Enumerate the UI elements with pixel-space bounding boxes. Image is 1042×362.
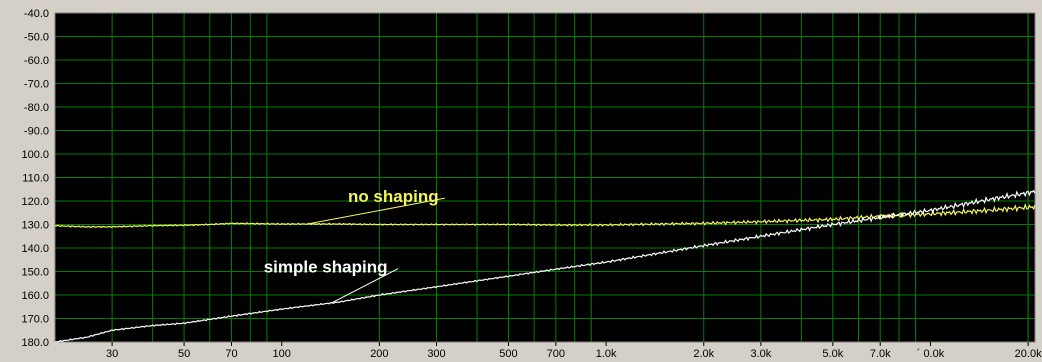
x-tick-label: 700 [547, 348, 565, 360]
x-tick-label: 70 [225, 348, 237, 360]
y-tick-label: 100.0 [21, 149, 49, 161]
y-tick-label: 130.0 [21, 220, 49, 232]
y-tick-label: 170.0 [21, 314, 49, 326]
series-line-simple-shaping [54, 189, 1036, 343]
series-line-no-shaping [54, 202, 1036, 229]
annotations: no shaping simple shaping [264, 187, 446, 304]
x-tick-label: 300 [427, 348, 445, 360]
x-tick-label: 30 [106, 348, 118, 360]
y-tick-label: -90.0 [24, 126, 49, 138]
x-tick-label: 1.0k [596, 348, 617, 360]
x-tick-label: 20.0k [1015, 348, 1042, 360]
plot-border [54, 12, 1036, 343]
y-tick-label: -80.0 [24, 102, 49, 114]
y-tick-label: 140.0 [21, 243, 49, 255]
y-tick-label: -50.0 [24, 32, 49, 44]
x-tick-label: 5.0k [822, 348, 843, 360]
annotation-label: simple shaping [264, 258, 388, 277]
annotation-pointer [307, 197, 446, 225]
y-tick-label: 160.0 [21, 290, 49, 302]
x-tick-label: 50 [178, 348, 190, 360]
annotation-label: no shaping [348, 187, 439, 206]
y-tick-label: 180.0 [21, 337, 49, 349]
x-tick-label: 2.0k [693, 348, 714, 360]
x-tick-label: 500 [499, 348, 517, 360]
y-tick-label: -40.0 [24, 8, 49, 20]
y-tick-label: -70.0 [24, 79, 49, 91]
y-tick-label: -60.0 [24, 55, 49, 67]
x-tick-label: 3.0k [750, 348, 771, 360]
x-axis: 30 50 70 100 200 300 500 700 1.0k 2.0k 3.0k 5.0k 7.0… [106, 342, 1042, 360]
y-axis: -40.0 -50.0 -60.0 -70.0 -80.0 -90.0 100.0 110.0… [21, 8, 49, 349]
x-tick-label: 200 [370, 348, 388, 360]
y-tick-label: 110.0 [22, 173, 49, 185]
annotation-pointer [330, 268, 399, 304]
y-tick-label: 150.0 [21, 267, 49, 279]
y-tick-label: 120.0 [21, 196, 49, 208]
series-lines [54, 189, 1036, 343]
x-tick-label: ´ 0.0k [917, 348, 945, 360]
x-tick-label: 7.0k [870, 348, 891, 360]
x-tick-label: 100 [273, 348, 291, 360]
